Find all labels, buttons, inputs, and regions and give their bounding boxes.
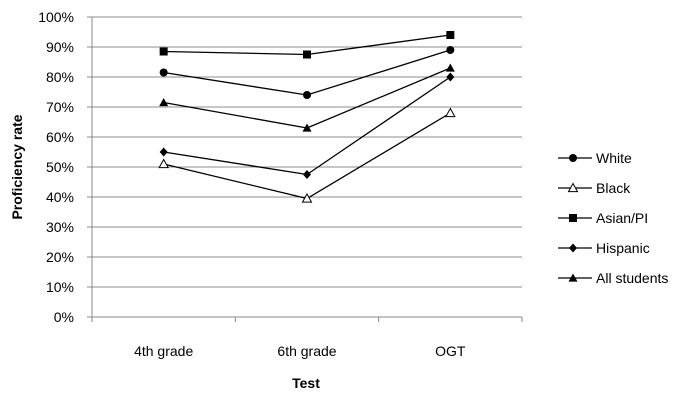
y-tick-label: 60% <box>46 129 74 145</box>
data-point-hispanic <box>446 72 455 82</box>
x-axis-title: Test <box>292 375 320 391</box>
y-tick-label: 80% <box>46 69 74 85</box>
legend-item-white: White <box>558 150 632 166</box>
data-point-asian-pi <box>303 50 311 59</box>
x-tick-label: OGT <box>435 343 466 359</box>
legend-marker <box>567 182 579 193</box>
x-tick-labels: 4th grade 6th grade OGT <box>91 317 523 359</box>
data-point-black <box>444 107 456 118</box>
legend-marker <box>569 214 577 222</box>
series-asian-pi <box>159 31 455 59</box>
data-point-asian-pi <box>159 47 168 56</box>
y-tick-labels: 0% 10% 20% 30% 40% 50% 60% 70% 80% 90% 100% <box>38 9 74 325</box>
y-axis-title: Proficiency rate <box>9 114 25 219</box>
legend-item-hispanic: Hispanic <box>558 240 650 256</box>
y-tick-label: 40% <box>46 189 74 205</box>
legend-marker <box>568 273 578 282</box>
legend-marker <box>569 243 577 253</box>
legend-item-all-students: All students <box>558 270 668 286</box>
x-tick-label: 4th grade <box>134 343 193 359</box>
data-point-all-students <box>159 98 169 107</box>
data-point-white <box>159 68 168 77</box>
y-tick-label: 100% <box>38 9 74 25</box>
y-tick-label: 90% <box>46 39 74 55</box>
y-tick-label: 70% <box>46 99 74 115</box>
data-point-all-students <box>445 63 455 72</box>
data-point-all-students <box>302 123 312 132</box>
x-tick-label: 6th grade <box>277 343 336 359</box>
y-tick-label: 30% <box>46 219 74 235</box>
data-point-black <box>158 158 170 169</box>
series-white <box>159 46 455 99</box>
data-point-hispanic <box>303 170 311 179</box>
legend-label: Hispanic <box>596 240 650 256</box>
axes <box>91 17 522 318</box>
series-all-students <box>159 63 455 132</box>
series-hispanic <box>159 72 455 179</box>
series-group <box>158 31 456 203</box>
legend-marker <box>569 154 577 162</box>
legend-label: Asian/PI <box>596 210 648 226</box>
data-point-asian-pi <box>446 31 455 39</box>
data-point-black <box>301 192 313 203</box>
y-tick-label: 50% <box>46 159 74 175</box>
data-point-white <box>303 91 311 99</box>
legend-label: Black <box>596 180 631 196</box>
legend-item-black: Black <box>558 180 631 196</box>
legend-label: White <box>596 150 632 166</box>
y-tick-label: 20% <box>46 249 74 265</box>
y-tick-label: 10% <box>46 279 74 295</box>
data-point-white <box>446 46 455 54</box>
legend-label: All students <box>596 270 668 286</box>
y-tick-label: 0% <box>54 309 74 325</box>
legend: White Black Asian/PI Hispanic All students <box>558 150 668 286</box>
legend-item-asian-pi: Asian/PI <box>558 210 648 226</box>
gridlines <box>87 16 522 318</box>
series-black <box>158 107 456 203</box>
data-point-hispanic <box>159 147 168 157</box>
